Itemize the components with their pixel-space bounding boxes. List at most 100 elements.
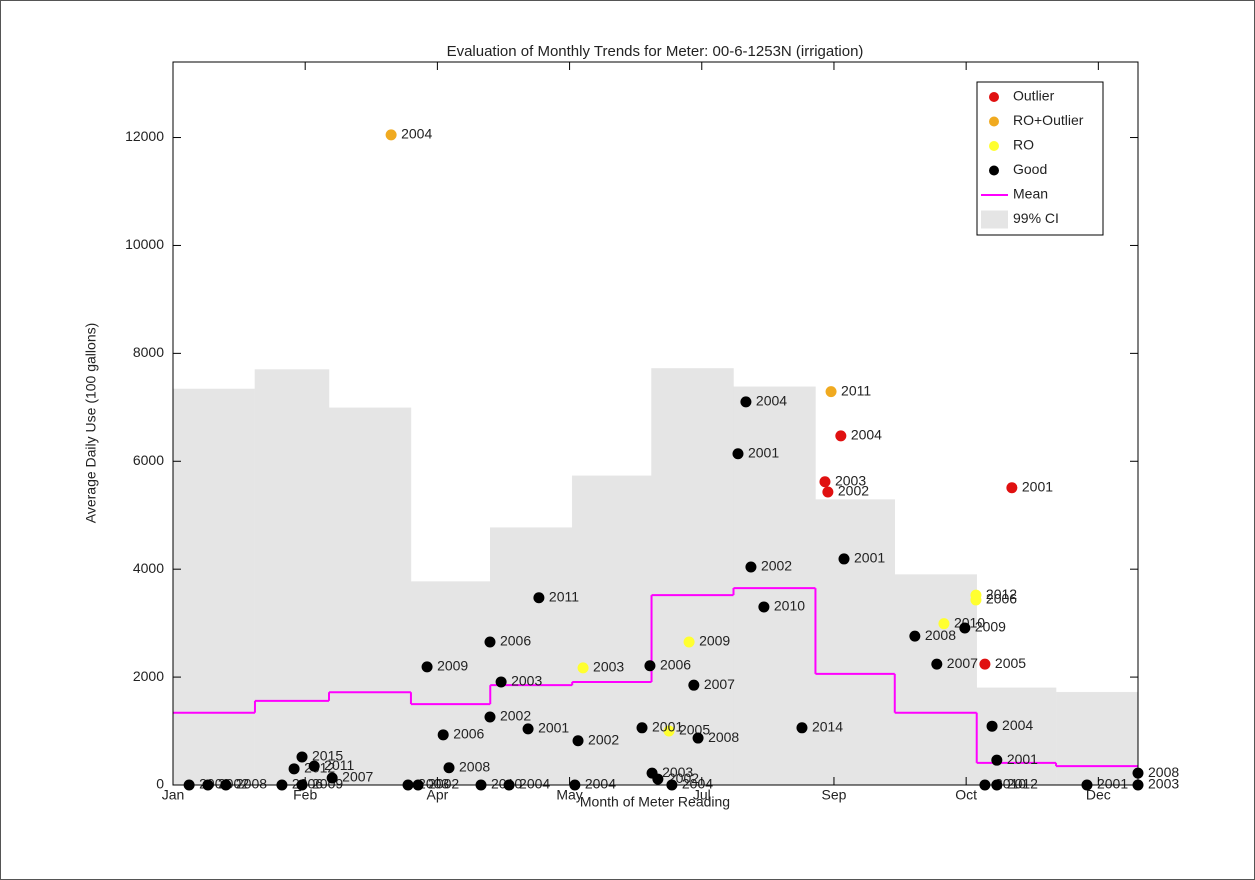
point-label: 2002 bbox=[761, 558, 792, 574]
point-label: 2008 bbox=[1148, 764, 1179, 780]
legend-label: Mean bbox=[1013, 186, 1048, 202]
point-label: 2002 bbox=[500, 708, 531, 724]
data-point bbox=[758, 601, 770, 613]
y-axis-label: Average Daily Use (100 gallons) bbox=[83, 323, 99, 524]
point-label: 2003 bbox=[1148, 776, 1179, 792]
point-label: 2011 bbox=[841, 382, 871, 398]
point-label: 2008 bbox=[459, 758, 490, 774]
data-point bbox=[991, 754, 1003, 766]
y-tick-label: 4000 bbox=[133, 560, 164, 576]
x-axis-label: Month of Meter Reading bbox=[580, 794, 730, 810]
data-point bbox=[288, 763, 300, 775]
ci-band bbox=[894, 574, 977, 786]
ci-band bbox=[1055, 691, 1139, 786]
point-label: 2004 bbox=[585, 776, 616, 792]
x-tick-label: Apr bbox=[426, 787, 448, 803]
point-label: 2007 bbox=[704, 676, 735, 692]
ci-band bbox=[328, 407, 412, 786]
point-label: 2004 bbox=[756, 393, 787, 409]
point-label: 2012 bbox=[986, 586, 1017, 602]
ci-band bbox=[733, 386, 816, 786]
x-tick-label: Oct bbox=[955, 787, 977, 803]
point-label: 2006 bbox=[986, 591, 1017, 607]
data-point bbox=[644, 660, 656, 672]
legend-marker bbox=[989, 141, 999, 151]
point-label: 2003 bbox=[835, 472, 866, 488]
point-label: 2006 bbox=[500, 633, 531, 649]
data-point bbox=[692, 732, 704, 744]
data-point bbox=[636, 722, 648, 734]
legend-box bbox=[976, 81, 1104, 236]
legend-marker bbox=[989, 116, 999, 127]
ci-band bbox=[254, 369, 330, 786]
point-label: 2008 bbox=[925, 627, 956, 643]
data-point bbox=[796, 722, 808, 734]
point-label: 2011 bbox=[324, 757, 354, 773]
data-point bbox=[986, 720, 998, 732]
legend-label: RO bbox=[1013, 137, 1034, 153]
data-point bbox=[326, 772, 338, 784]
point-label: 2001 bbox=[1022, 478, 1053, 494]
point-label: 2004 bbox=[519, 776, 550, 792]
point-label: 2004 bbox=[401, 126, 432, 142]
data-point bbox=[572, 735, 584, 747]
point-label: 2007 bbox=[342, 769, 373, 785]
data-point bbox=[484, 636, 496, 648]
data-point bbox=[909, 630, 921, 642]
x-tick-label: Jan bbox=[162, 787, 185, 803]
data-point bbox=[745, 561, 757, 573]
data-point bbox=[819, 476, 831, 488]
data-point bbox=[822, 486, 834, 498]
axes-box bbox=[172, 61, 1139, 786]
point-label: 2009 bbox=[437, 658, 468, 674]
data-point bbox=[296, 751, 308, 763]
y-tick-label: 12000 bbox=[125, 128, 164, 144]
x-tick-label: Feb bbox=[293, 787, 317, 803]
point-label: 2010 bbox=[995, 776, 1026, 792]
ci-band bbox=[815, 499, 896, 786]
ci-band bbox=[410, 581, 491, 786]
data-point bbox=[652, 773, 664, 785]
legend-marker bbox=[989, 165, 999, 176]
data-point bbox=[835, 430, 847, 442]
point-label: 2003 bbox=[511, 673, 542, 689]
x-tick-label: Jul bbox=[693, 787, 711, 803]
data-point bbox=[838, 553, 850, 565]
point-label: 2001 bbox=[652, 719, 683, 735]
point-label: 2009 bbox=[975, 619, 1006, 635]
point-label: 2002 bbox=[588, 731, 619, 747]
point-label: 2010 bbox=[774, 598, 805, 614]
data-point bbox=[421, 661, 433, 673]
y-tick-label: 10000 bbox=[125, 236, 164, 252]
x-tick-label: May bbox=[556, 787, 582, 803]
y-tick-label: 8000 bbox=[133, 344, 164, 360]
y-tick-label: 6000 bbox=[133, 452, 164, 468]
data-point bbox=[308, 760, 320, 772]
point-label: 2012 bbox=[1007, 776, 1038, 792]
x-tick-label: Dec bbox=[1086, 787, 1111, 803]
point-label: 2001 bbox=[748, 444, 779, 460]
point-label: 2002 bbox=[838, 483, 869, 499]
point-label: 2001 bbox=[1007, 751, 1038, 767]
legend-marker bbox=[981, 210, 1008, 229]
point-label: 2004 bbox=[682, 776, 713, 792]
point-label: 2008 bbox=[708, 729, 739, 745]
data-point bbox=[825, 386, 837, 398]
ci-band bbox=[976, 687, 1057, 786]
data-point bbox=[979, 658, 991, 670]
point-label: 2003 bbox=[418, 776, 449, 792]
legend-label: Good bbox=[1013, 161, 1047, 177]
point-label: 2006 bbox=[453, 726, 484, 742]
data-point bbox=[931, 658, 943, 670]
x-tick-label: Sep bbox=[821, 787, 846, 803]
y-tick-label: 0 bbox=[156, 776, 164, 792]
data-point bbox=[443, 762, 455, 774]
data-point bbox=[732, 448, 744, 460]
point-label: 2005 bbox=[995, 655, 1026, 671]
ci-band bbox=[571, 475, 652, 786]
point-label: 2008 bbox=[236, 776, 267, 792]
ci-band bbox=[172, 388, 256, 786]
point-label: 2001 bbox=[1097, 776, 1128, 792]
point-label: 2001 bbox=[854, 550, 885, 566]
